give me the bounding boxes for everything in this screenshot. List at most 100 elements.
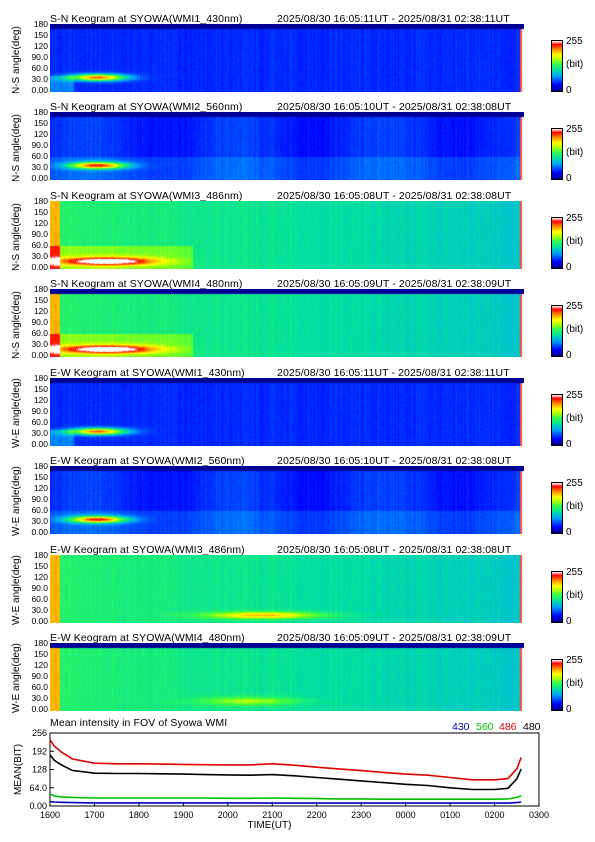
y-tick-label: 90.0: [31, 228, 48, 239]
colorbar: [551, 571, 563, 623]
colorbar-max-label: 255: [566, 36, 583, 47]
y-tick-label: 0.00: [31, 261, 48, 272]
series-line-486: [49, 739, 522, 781]
y-tick-label: 180: [33, 373, 48, 383]
y-tick-label: 60.0: [31, 327, 48, 338]
y-tick-label: 90.0: [31, 139, 48, 150]
y-tick-label: 30.0: [31, 692, 48, 703]
colorbar-unit-label: (bit): [566, 324, 584, 335]
colorbar-max-label: 255: [566, 213, 583, 224]
colorbar: [551, 128, 563, 180]
colorbar: [551, 305, 563, 357]
panel-instrument: E-W Keogram at SYOWA(WMI1_430nm): [50, 367, 245, 379]
colorbar-min-label: 0: [566, 173, 572, 184]
y-tick-label: 60.0: [31, 681, 48, 692]
x-tick-label: 0200: [485, 810, 505, 820]
y-tick-label: 0.00: [31, 84, 48, 95]
panel-instrument: S-N Keogram at SYOWA(WMI2_560nm): [50, 101, 243, 113]
y-tick-label: 30.0: [31, 338, 48, 349]
panel-time-range: 2025/08/30 16:05:10UT - 2025/08/31 02:38…: [277, 455, 512, 467]
keogram-image: [50, 466, 524, 534]
colorbar-max-label: 255: [566, 301, 583, 312]
keogram-image: [50, 643, 524, 711]
y-tick-label: 180: [33, 638, 48, 648]
x-tick-label: 0100: [440, 810, 460, 820]
legend-560: 560: [476, 721, 494, 733]
x-tick-label: 1600: [40, 810, 60, 820]
y-tick-label: 90.0: [31, 670, 48, 681]
y-tick-label: 90.0: [31, 316, 48, 327]
chart-title: Mean intensity in FOV of Syowa WMI: [50, 717, 228, 729]
colorbar-unit-label: (bit): [566, 236, 584, 247]
y-tick-label: 60.0: [31, 416, 48, 427]
keogram-image: [50, 378, 524, 446]
y-tick-label: 0.00: [31, 615, 48, 626]
y-tick-label: 150: [33, 117, 48, 128]
y-tick-label: 256: [32, 728, 47, 738]
y-tick-label: 180: [33, 550, 48, 560]
x-tick-label: 1700: [84, 810, 104, 820]
y-tick-label: 180: [33, 107, 48, 117]
x-tick-label: 1900: [173, 810, 193, 820]
x-tick-label: 2100: [262, 810, 282, 820]
y-tick-label: 0.00: [31, 526, 48, 537]
colorbar-unit-label: (bit): [566, 678, 584, 689]
keogram-image: [50, 201, 524, 269]
panel-title: E-W Keogram at SYOWA(WMI3_486nm) 2025/08/…: [50, 544, 511, 556]
panel-instrument: S-N Keogram at SYOWA(WMI4_480nm): [50, 278, 243, 290]
x-tick-label: 0300: [529, 810, 549, 820]
y-tick-label: 30.0: [31, 604, 48, 615]
colorbar-unit-label: (bit): [566, 147, 584, 158]
colorbar-unit-label: (bit): [566, 501, 584, 512]
colorbar-max-label: 255: [566, 124, 583, 135]
y-tick-label: 120: [33, 571, 48, 582]
y-tick-label: 128: [32, 765, 47, 775]
panel-time-range: 2025/08/30 16:05:11UT - 2025/08/31 02:38…: [277, 367, 510, 379]
y-tick-label: 120: [33, 394, 48, 405]
legend-430: 430: [452, 721, 470, 733]
y-tick-label: 60.0: [31, 593, 48, 604]
y-tick-label: 180: [33, 19, 48, 29]
panel-time-range: 2025/08/30 16:05:11UT - 2025/08/31 02:38…: [277, 13, 510, 25]
y-tick-label: 90.0: [31, 405, 48, 416]
colorbar-max-label: 255: [566, 655, 583, 666]
y-tick-label: 150: [33, 294, 48, 305]
colorbar-min-label: 0: [566, 704, 572, 715]
plot-frame: [49, 732, 540, 807]
series-line-480: [49, 754, 522, 791]
colorbar-min-label: 0: [566, 350, 572, 361]
y-tick-label: 30.0: [31, 161, 48, 172]
y-tick-label: 0.00: [31, 349, 48, 360]
keogram-image: [50, 289, 524, 357]
y-tick-label: 120: [33, 217, 48, 228]
panel-instrument: E-W Keogram at SYOWA(WMI3_486nm): [50, 544, 245, 556]
colorbar-min-label: 0: [566, 527, 572, 538]
colorbar-max-label: 255: [566, 567, 583, 578]
y-tick-label: 30.0: [31, 250, 48, 261]
panel-title: S-N Keogram at SYOWA(WMI4_480nm) 2025/08/…: [50, 278, 511, 290]
x-tick-label: 2200: [307, 810, 327, 820]
y-tick-label: 90.0: [31, 51, 48, 62]
panel-time-range: 2025/08/30 16:05:09UT - 2025/08/31 02:38…: [277, 278, 512, 290]
panel-time-range: 2025/08/30 16:05:09UT - 2025/08/31 02:38…: [277, 632, 512, 644]
colorbar: [551, 40, 563, 92]
colorbar: [551, 394, 563, 446]
y-tick-label: 150: [33, 206, 48, 217]
colorbar: [551, 217, 563, 269]
colorbar: [551, 659, 563, 711]
y-tick-label: 150: [33, 383, 48, 394]
colorbar-min-label: 0: [566, 439, 572, 450]
colorbar-max-label: 255: [566, 478, 583, 489]
keogram-image: [50, 24, 524, 92]
legend-486: 486: [499, 721, 517, 733]
panel-title: E-W Keogram at SYOWA(WMI4_480nm) 2025/08/…: [50, 632, 511, 644]
y-tick-label: 150: [33, 648, 48, 659]
y-tick-label: 180: [33, 196, 48, 206]
colorbar-max-label: 255: [566, 390, 583, 401]
y-tick-label: 90.0: [31, 582, 48, 593]
colorbar-min-label: 0: [566, 616, 572, 627]
y-tick-label: 0.00: [29, 801, 47, 811]
y-tick-label: 120: [33, 128, 48, 139]
x-tick-label: 2000: [218, 810, 238, 820]
